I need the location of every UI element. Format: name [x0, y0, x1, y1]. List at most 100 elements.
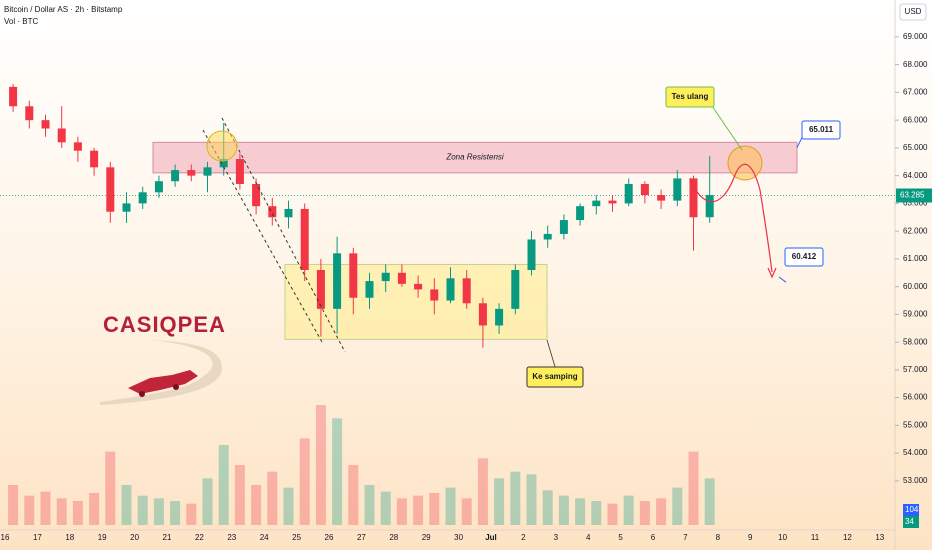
x-tick-label: 6 — [651, 533, 656, 542]
candle-body — [316, 269, 325, 309]
volume-layer — [8, 405, 715, 525]
candle-body — [624, 183, 633, 204]
candle-body — [73, 142, 82, 151]
candle-body — [576, 206, 585, 221]
target-up-label-box — [801, 120, 841, 140]
candle-body — [349, 253, 358, 298]
candle-body — [592, 200, 601, 207]
volume-bar — [639, 501, 650, 525]
x-tick-label: 26 — [325, 533, 334, 542]
last-price-badge — [896, 188, 932, 203]
candle-body — [333, 253, 342, 309]
logo-wheel — [173, 384, 179, 390]
candle-body — [689, 178, 698, 218]
y-tick-label: 69.000 — [903, 32, 928, 41]
candle-body — [90, 150, 99, 168]
projection-arrow — [767, 267, 777, 279]
currency-badge[interactable] — [899, 3, 927, 21]
volume-bar — [72, 501, 83, 525]
volume-bar — [121, 485, 132, 525]
volume-bar — [8, 485, 19, 525]
volume-badge — [903, 516, 919, 528]
candle-body — [187, 170, 196, 176]
channel-line — [202, 129, 323, 343]
candle-body — [543, 233, 552, 240]
volume-bar — [461, 498, 472, 525]
y-tick-label: 53.000 — [903, 476, 928, 485]
sideways-label-box — [526, 366, 584, 388]
logo-text: CASIQPEA — [103, 312, 226, 337]
volume-label: 104 — [905, 505, 919, 514]
volume-bar — [299, 438, 310, 525]
y-tick-label: 55.000 — [903, 420, 928, 429]
candle-body — [478, 303, 487, 326]
candle-body — [284, 208, 293, 218]
candle-body — [57, 128, 66, 143]
y-tick-label: 66.000 — [903, 115, 928, 124]
x-tick-label: 4 — [586, 533, 591, 542]
candle-body — [365, 281, 374, 298]
x-tick-label: 17 — [33, 533, 42, 542]
candle-body — [268, 206, 277, 218]
candle-body — [446, 278, 455, 301]
volume-bar — [315, 405, 326, 525]
y-tick-label: 59.000 — [903, 310, 928, 319]
x-tick-label: 19 — [98, 533, 107, 542]
x-tick-label: 20 — [130, 533, 139, 542]
candle-body — [673, 178, 682, 201]
volume-bar — [380, 491, 391, 525]
volume-bar — [542, 490, 553, 525]
x-tick-label: 30 — [454, 533, 463, 542]
currency[interactable]: USD — [905, 7, 922, 16]
volume-bar — [396, 498, 407, 525]
volume-bar — [607, 503, 618, 525]
y-tick-label: 54.000 — [903, 448, 928, 457]
candle-body — [559, 220, 568, 234]
y-tick-label: 57.000 — [903, 365, 928, 374]
volume-bar — [656, 498, 667, 525]
volume-bar — [24, 495, 35, 525]
volume-bar — [56, 498, 67, 525]
x-tick-label: 13 — [875, 533, 884, 542]
volume-bar — [575, 498, 586, 525]
candle-body — [9, 86, 18, 107]
x-tick-label: 10 — [778, 533, 787, 542]
volume-bar — [332, 418, 343, 525]
logo-car — [128, 370, 198, 394]
y-tick-label: 60.000 — [903, 282, 928, 291]
candle-body — [41, 120, 50, 129]
volume-bar — [218, 445, 229, 525]
volume-bar — [186, 503, 197, 525]
x-tick-label: 18 — [65, 533, 74, 542]
volume-bar — [137, 495, 148, 525]
volume-bar — [510, 471, 521, 525]
target-up-label: 65.011 — [809, 125, 834, 134]
y-tick-label: 68.000 — [903, 60, 928, 69]
x-tick-label: 27 — [357, 533, 366, 542]
volume-bar — [429, 493, 440, 525]
candle-body — [171, 170, 180, 182]
y-tick-label: 62.000 — [903, 226, 928, 235]
last-price-label: 63.285 — [900, 191, 925, 200]
candle-body — [300, 208, 309, 270]
candle-body — [495, 308, 504, 326]
highlight-circle — [206, 130, 238, 162]
volume-bar — [591, 501, 602, 525]
target-pointer — [778, 276, 787, 283]
x-tick-label: 3 — [554, 533, 559, 542]
x-tick-label: 2 — [521, 533, 526, 542]
volume-bar — [558, 495, 569, 525]
volume-bar — [672, 487, 683, 525]
x-tick-label: 7 — [683, 533, 688, 542]
volume-bar — [494, 478, 505, 525]
volume-bar — [526, 474, 537, 525]
volume-bar — [234, 465, 245, 525]
overlay-layer: CASIQPEA — [100, 102, 777, 405]
x-tick-label: 28 — [389, 533, 398, 542]
candle-body — [122, 203, 131, 212]
candle-body — [414, 283, 423, 290]
volume-bar — [89, 493, 100, 525]
y-tick-label: 63.000 — [903, 199, 928, 208]
